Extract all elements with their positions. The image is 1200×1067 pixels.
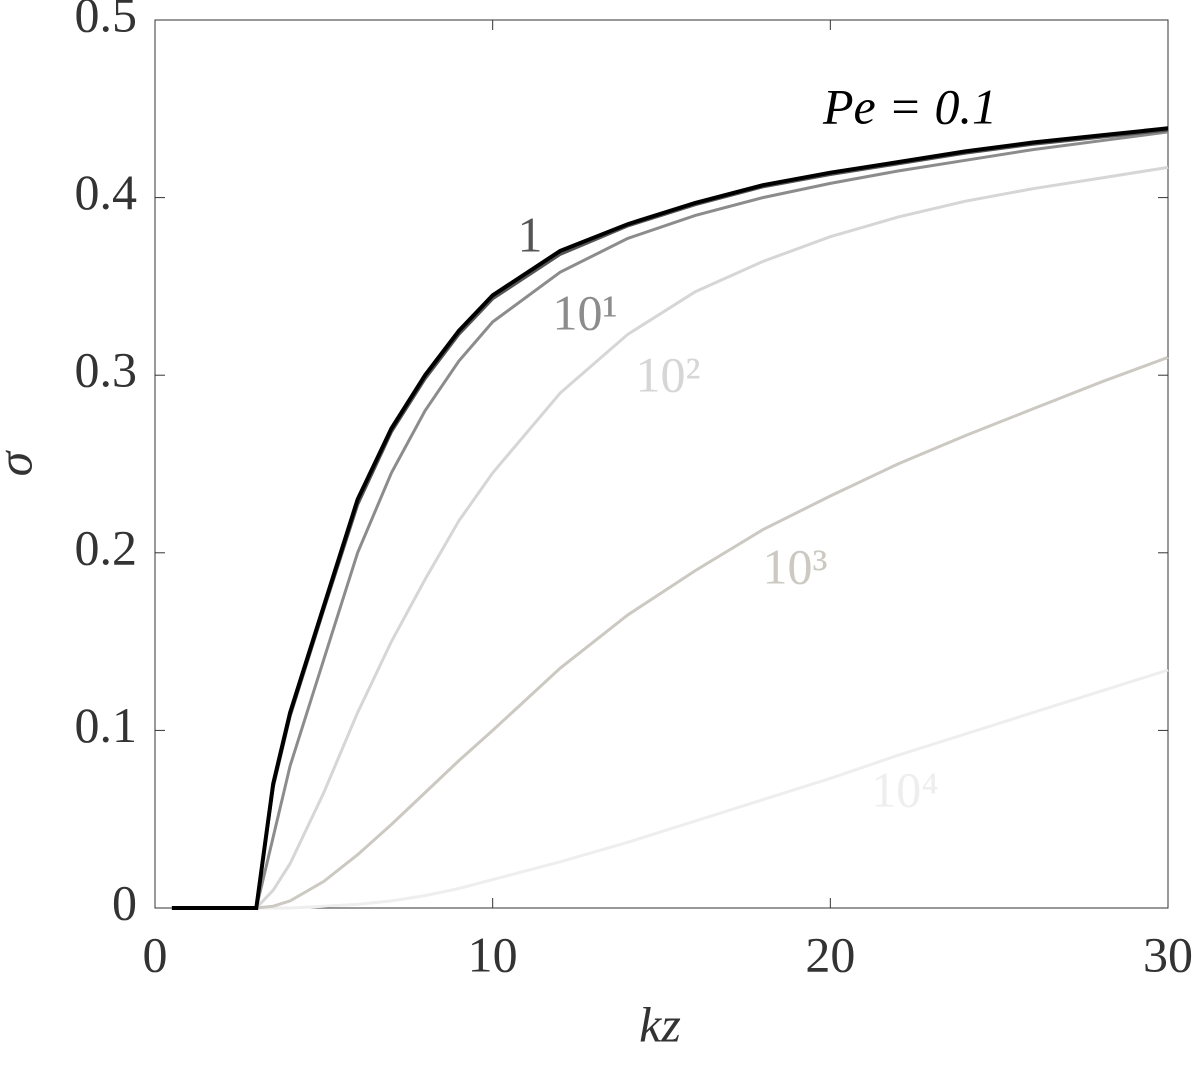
series-line bbox=[171, 126, 1169, 910]
series-label: 10³ bbox=[763, 538, 828, 594]
y-tick-label: 0.3 bbox=[75, 342, 138, 398]
x-tick-label: 30 bbox=[1143, 926, 1193, 982]
y-tick-label: 0 bbox=[112, 874, 137, 930]
series-line bbox=[171, 130, 1169, 910]
series-label: Pe = 0.1 bbox=[822, 78, 997, 134]
x-axis-label: kz bbox=[639, 996, 681, 1052]
y-tick-label: 0.4 bbox=[75, 164, 138, 220]
y-axis-label: σ bbox=[0, 449, 42, 476]
plot-frame bbox=[154, 19, 1169, 909]
series-label: 10⁴ bbox=[871, 761, 938, 817]
x-tick-label: 20 bbox=[805, 926, 855, 982]
y-tick-label: 0.5 bbox=[75, 0, 138, 42]
y-tick-label: 0.2 bbox=[75, 519, 138, 575]
series-label: 10² bbox=[636, 346, 701, 402]
x-tick-label: 0 bbox=[143, 926, 168, 982]
series-line bbox=[171, 165, 1169, 910]
series-line bbox=[171, 128, 1169, 910]
series-label: 1 bbox=[518, 206, 543, 262]
y-tick-label: 0.1 bbox=[75, 697, 138, 753]
series-line bbox=[171, 355, 1169, 910]
x-tick-label: 10 bbox=[468, 926, 518, 982]
series-line bbox=[171, 668, 1169, 910]
series-label: 10¹ bbox=[553, 284, 618, 340]
